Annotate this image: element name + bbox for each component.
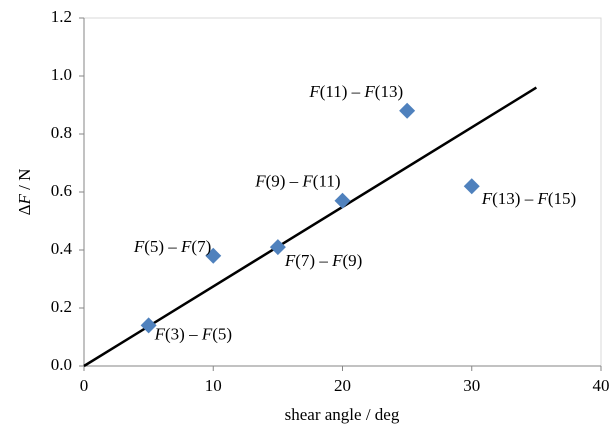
y-tick-label: 1.2: [51, 7, 72, 26]
data-point: [463, 178, 480, 195]
x-tick-label: 40: [593, 376, 610, 395]
point-label: F(5) – F(7): [133, 237, 211, 256]
y-tick-label: 0.4: [51, 239, 73, 258]
x-tick-label: 10: [205, 376, 222, 395]
x-tick-label: 30: [463, 376, 480, 395]
data-point: [140, 317, 157, 334]
x-axis-title: shear angle / deg: [285, 405, 400, 424]
y-axis-title: ΔF / N: [15, 169, 34, 216]
data-point: [334, 192, 351, 209]
point-label: F(3) – F(5): [154, 324, 232, 343]
point-label: F(13) – F(15): [481, 189, 576, 208]
y-tick-label: 0.0: [51, 355, 72, 374]
data-point: [269, 239, 286, 256]
point-label: F(9) – F(11): [254, 172, 340, 191]
y-tick-label: 1.0: [51, 65, 72, 84]
point-label: F(7) – F(9): [284, 251, 362, 270]
x-tick-label: 0: [80, 376, 89, 395]
data-point: [205, 247, 222, 264]
point-label: F(11) – F(13): [308, 82, 403, 101]
x-tick-label: 20: [334, 376, 351, 395]
y-tick-label: 0.2: [51, 297, 72, 316]
data-point: [399, 102, 416, 119]
y-tick-label: 0.6: [51, 181, 72, 200]
trend-line: [83, 86, 538, 368]
y-tick-label: 0.8: [51, 123, 72, 142]
